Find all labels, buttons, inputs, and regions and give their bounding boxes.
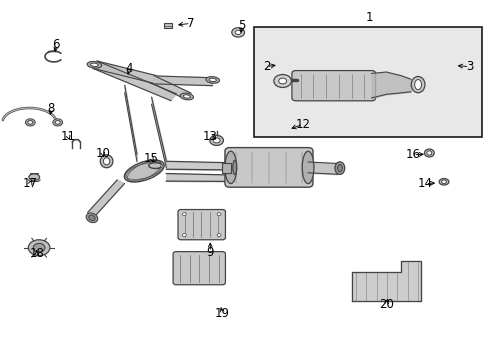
Text: 6: 6 bbox=[52, 39, 60, 51]
Circle shape bbox=[182, 213, 186, 216]
Text: 18: 18 bbox=[29, 247, 44, 260]
Text: 14: 14 bbox=[417, 177, 432, 190]
Text: 8: 8 bbox=[47, 102, 55, 114]
Text: 13: 13 bbox=[203, 130, 217, 143]
Ellipse shape bbox=[86, 213, 98, 222]
Text: 4: 4 bbox=[125, 62, 133, 75]
Bar bbox=[164, 23, 172, 28]
Text: 17: 17 bbox=[23, 177, 38, 190]
Circle shape bbox=[53, 119, 62, 126]
FancyBboxPatch shape bbox=[291, 71, 375, 101]
Ellipse shape bbox=[426, 151, 431, 155]
Text: 19: 19 bbox=[215, 307, 229, 320]
Circle shape bbox=[278, 78, 286, 84]
Polygon shape bbox=[88, 180, 124, 216]
FancyBboxPatch shape bbox=[224, 148, 312, 187]
Text: 10: 10 bbox=[95, 147, 110, 159]
Circle shape bbox=[182, 234, 186, 237]
Ellipse shape bbox=[124, 160, 164, 182]
Circle shape bbox=[28, 121, 33, 124]
Polygon shape bbox=[351, 261, 420, 301]
Ellipse shape bbox=[334, 162, 344, 174]
Circle shape bbox=[28, 240, 50, 256]
Polygon shape bbox=[94, 61, 155, 83]
Ellipse shape bbox=[438, 179, 448, 185]
Polygon shape bbox=[151, 77, 190, 99]
Ellipse shape bbox=[209, 78, 216, 82]
Ellipse shape bbox=[183, 95, 190, 98]
Circle shape bbox=[217, 234, 221, 237]
Circle shape bbox=[209, 135, 223, 145]
Text: 12: 12 bbox=[295, 118, 310, 131]
Text: 16: 16 bbox=[405, 148, 420, 161]
Text: 11: 11 bbox=[61, 130, 76, 143]
FancyBboxPatch shape bbox=[178, 210, 225, 240]
Text: 15: 15 bbox=[144, 152, 159, 165]
Circle shape bbox=[235, 30, 241, 35]
Ellipse shape bbox=[441, 180, 446, 184]
Ellipse shape bbox=[414, 80, 421, 90]
Ellipse shape bbox=[103, 158, 109, 165]
Ellipse shape bbox=[302, 151, 313, 184]
Polygon shape bbox=[154, 76, 212, 86]
Circle shape bbox=[55, 121, 60, 124]
Ellipse shape bbox=[87, 62, 102, 68]
Ellipse shape bbox=[29, 174, 40, 180]
Text: 3: 3 bbox=[465, 60, 472, 73]
Ellipse shape bbox=[337, 165, 342, 172]
Circle shape bbox=[25, 119, 35, 126]
Ellipse shape bbox=[224, 151, 236, 184]
Circle shape bbox=[33, 243, 45, 252]
Circle shape bbox=[217, 213, 221, 216]
Circle shape bbox=[231, 28, 244, 37]
Ellipse shape bbox=[232, 160, 236, 175]
Text: 9: 9 bbox=[206, 246, 214, 258]
Text: 5: 5 bbox=[238, 19, 245, 32]
Ellipse shape bbox=[410, 77, 424, 93]
Text: 7: 7 bbox=[186, 17, 194, 30]
Ellipse shape bbox=[424, 149, 433, 157]
Text: 20: 20 bbox=[378, 298, 393, 311]
Ellipse shape bbox=[180, 93, 193, 100]
Ellipse shape bbox=[100, 155, 113, 168]
Bar bbox=[222, 163, 231, 173]
Text: 2: 2 bbox=[262, 60, 270, 73]
Bar bbox=[254, 27, 481, 137]
Ellipse shape bbox=[205, 77, 219, 83]
Ellipse shape bbox=[88, 215, 95, 221]
Polygon shape bbox=[93, 61, 176, 101]
Ellipse shape bbox=[90, 63, 98, 67]
Text: 1: 1 bbox=[365, 11, 372, 24]
Circle shape bbox=[273, 75, 291, 87]
Circle shape bbox=[213, 138, 220, 143]
FancyBboxPatch shape bbox=[173, 252, 225, 285]
